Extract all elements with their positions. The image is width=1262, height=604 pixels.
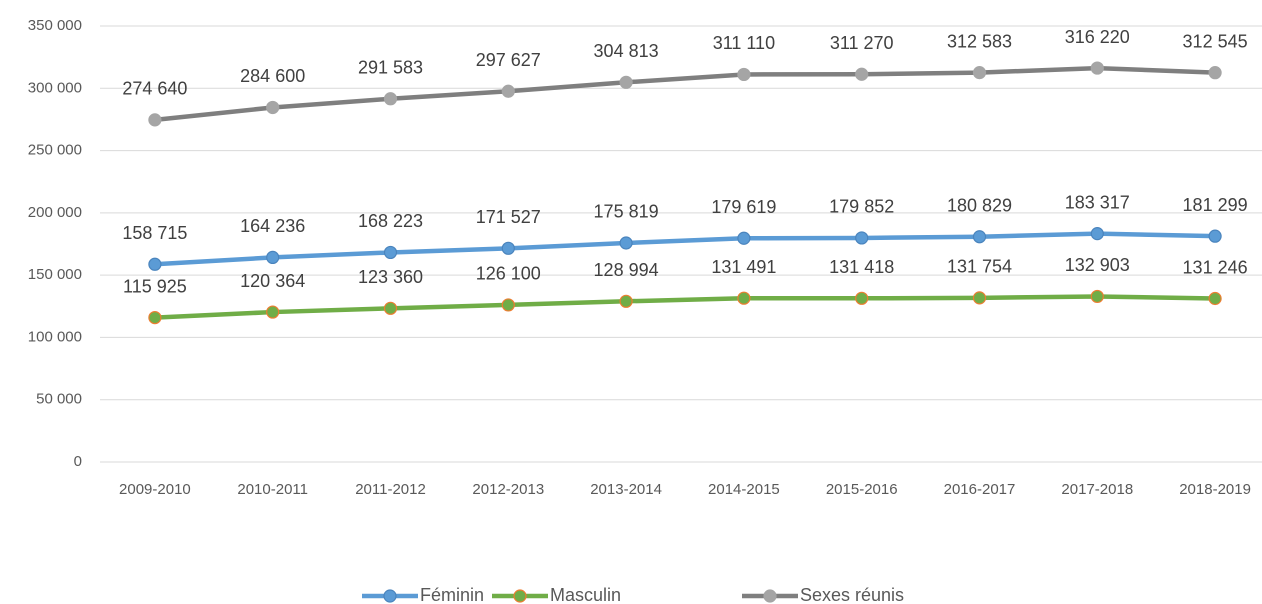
marker bbox=[148, 113, 162, 127]
marker bbox=[619, 75, 633, 89]
marker bbox=[266, 305, 280, 319]
marker bbox=[501, 241, 515, 255]
x-tick-label: 2010-2011 bbox=[237, 481, 308, 498]
marker bbox=[737, 291, 751, 305]
legend-marker bbox=[513, 589, 527, 603]
data-label: 179 619 bbox=[711, 197, 776, 217]
data-label: 304 813 bbox=[594, 41, 659, 61]
marker bbox=[855, 231, 869, 245]
marker bbox=[619, 236, 633, 250]
series-line bbox=[154, 294, 1216, 320]
marker bbox=[1208, 229, 1222, 243]
y-tick-label: 350 000 bbox=[28, 17, 82, 34]
data-label: 158 715 bbox=[122, 223, 187, 243]
y-tick-label: 250 000 bbox=[28, 142, 82, 159]
data-label: 179 852 bbox=[829, 197, 894, 217]
data-label: 126 100 bbox=[476, 264, 541, 284]
x-tick-label: 2013-2014 bbox=[590, 481, 662, 498]
data-label: 168 223 bbox=[358, 211, 423, 231]
data-label: 311 270 bbox=[830, 33, 894, 53]
data-label: 316 220 bbox=[1065, 27, 1130, 47]
data-label: 297 627 bbox=[476, 50, 541, 70]
y-tick-label: 0 bbox=[74, 453, 82, 470]
marker bbox=[383, 92, 398, 106]
data-label: 128 994 bbox=[594, 260, 659, 280]
marker bbox=[148, 257, 162, 271]
data-label: 180 829 bbox=[947, 195, 1012, 215]
marker bbox=[501, 298, 515, 312]
legend-marker bbox=[763, 589, 777, 603]
data-label: 312 583 bbox=[947, 31, 1012, 51]
data-label: 131 491 bbox=[711, 257, 776, 277]
marker bbox=[855, 67, 869, 81]
marker bbox=[1090, 289, 1104, 304]
y-tick-label: 150 000 bbox=[28, 266, 82, 283]
marker bbox=[972, 291, 987, 305]
data-label: 115 925 bbox=[123, 276, 187, 296]
marker bbox=[855, 291, 869, 305]
legend-marker bbox=[383, 589, 397, 603]
marker bbox=[1090, 61, 1104, 75]
series-line bbox=[154, 231, 1216, 267]
marker bbox=[972, 66, 987, 80]
y-tick-label: 300 000 bbox=[28, 79, 82, 96]
marker bbox=[1208, 66, 1222, 80]
x-tick-label: 2015-2016 bbox=[826, 481, 898, 498]
data-label: 284 600 bbox=[240, 66, 305, 86]
data-label: 131 246 bbox=[1183, 257, 1248, 277]
legend-label: Masculin bbox=[550, 585, 621, 604]
data-label: 171 527 bbox=[476, 207, 541, 227]
legend-label: Féminin bbox=[420, 585, 484, 604]
data-label: 311 110 bbox=[713, 33, 775, 53]
marker bbox=[1090, 227, 1104, 241]
x-tick-label: 2017-2018 bbox=[1061, 481, 1133, 498]
x-tick-label: 2011-2012 bbox=[355, 481, 426, 498]
data-label: 312 545 bbox=[1183, 31, 1248, 51]
data-label: 131 754 bbox=[947, 257, 1012, 277]
data-label: 175 819 bbox=[594, 202, 659, 222]
x-tick-label: 2018-2019 bbox=[1179, 481, 1251, 498]
marker bbox=[1208, 291, 1222, 306]
marker bbox=[737, 231, 751, 245]
y-tick-label: 100 000 bbox=[28, 328, 82, 345]
y-tick-label: 200 000 bbox=[28, 204, 82, 221]
data-label: 164 236 bbox=[240, 216, 305, 236]
data-label: 123 360 bbox=[358, 267, 423, 287]
marker bbox=[266, 250, 280, 265]
marker bbox=[501, 84, 515, 98]
data-label: 274 640 bbox=[122, 79, 187, 99]
marker bbox=[383, 301, 398, 315]
marker bbox=[619, 294, 633, 308]
x-tick-label: 2016-2017 bbox=[944, 481, 1016, 498]
data-label: 291 583 bbox=[358, 58, 423, 78]
legend-label: Sexes réunis bbox=[800, 585, 904, 604]
series-line bbox=[154, 65, 1216, 123]
marker bbox=[383, 245, 398, 260]
x-tick-label: 2012-2013 bbox=[472, 481, 544, 498]
x-tick-label: 2014-2015 bbox=[708, 481, 780, 498]
y-tick-label: 50 000 bbox=[36, 391, 82, 408]
marker bbox=[266, 100, 280, 115]
data-label: 183 317 bbox=[1065, 192, 1130, 212]
data-label: 131 418 bbox=[829, 257, 894, 277]
x-tick-label: 2009-2010 bbox=[119, 481, 191, 498]
data-label: 181 299 bbox=[1183, 195, 1248, 215]
data-label: 120 364 bbox=[240, 271, 305, 291]
marker bbox=[972, 230, 987, 244]
marker bbox=[148, 310, 162, 325]
marker bbox=[737, 67, 751, 82]
data-label: 132 903 bbox=[1065, 255, 1130, 275]
